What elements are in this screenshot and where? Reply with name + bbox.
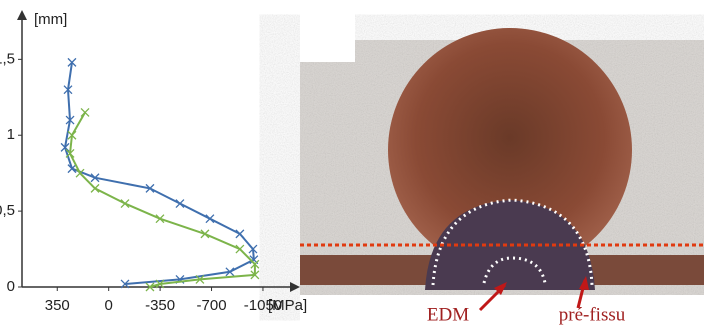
y-tick-label: 1 (7, 126, 15, 143)
marker (67, 57, 77, 67)
marker (155, 214, 165, 224)
marker (67, 130, 77, 140)
photo-label: EDM (427, 304, 469, 325)
marker (75, 168, 85, 178)
axes: [mm] [MPa] (17, 10, 307, 314)
x-axis-label: [MPa] (268, 297, 307, 314)
marker (248, 244, 258, 254)
x-tick-label: -350 (145, 297, 175, 314)
y-axis-label: [mm] (34, 11, 67, 28)
marker (145, 183, 155, 193)
marker (80, 108, 90, 117)
y-tick-label: 0 (7, 278, 15, 295)
marker (250, 270, 260, 280)
y-tick-label: 1,5 (0, 50, 15, 67)
marker (250, 259, 260, 269)
x-tick-label: 350 (45, 297, 70, 314)
marker (65, 148, 75, 158)
marker (90, 183, 100, 193)
marker (205, 214, 215, 224)
x-tick-label: -700 (197, 297, 227, 314)
marker (235, 229, 245, 239)
marker (145, 282, 155, 292)
marker (65, 115, 75, 125)
series-line (63, 62, 255, 285)
photo-label: pré-fissu (559, 304, 626, 325)
marker (235, 244, 245, 254)
marker (60, 142, 70, 152)
series-line (68, 112, 256, 288)
marker (225, 267, 235, 277)
marker (67, 164, 77, 174)
photo: EDM pré-fissu (300, 0, 704, 327)
marker (175, 199, 185, 208)
marker (63, 85, 73, 95)
x-tick-label: 0 (105, 297, 113, 314)
marker (120, 279, 130, 289)
marker (200, 229, 210, 239)
marker (90, 173, 100, 183)
y-tick-label: 0,5 (0, 202, 15, 219)
marker (155, 279, 165, 289)
x-tick-label: -1050 (244, 297, 282, 314)
marker (120, 199, 130, 208)
marker (195, 274, 205, 284)
